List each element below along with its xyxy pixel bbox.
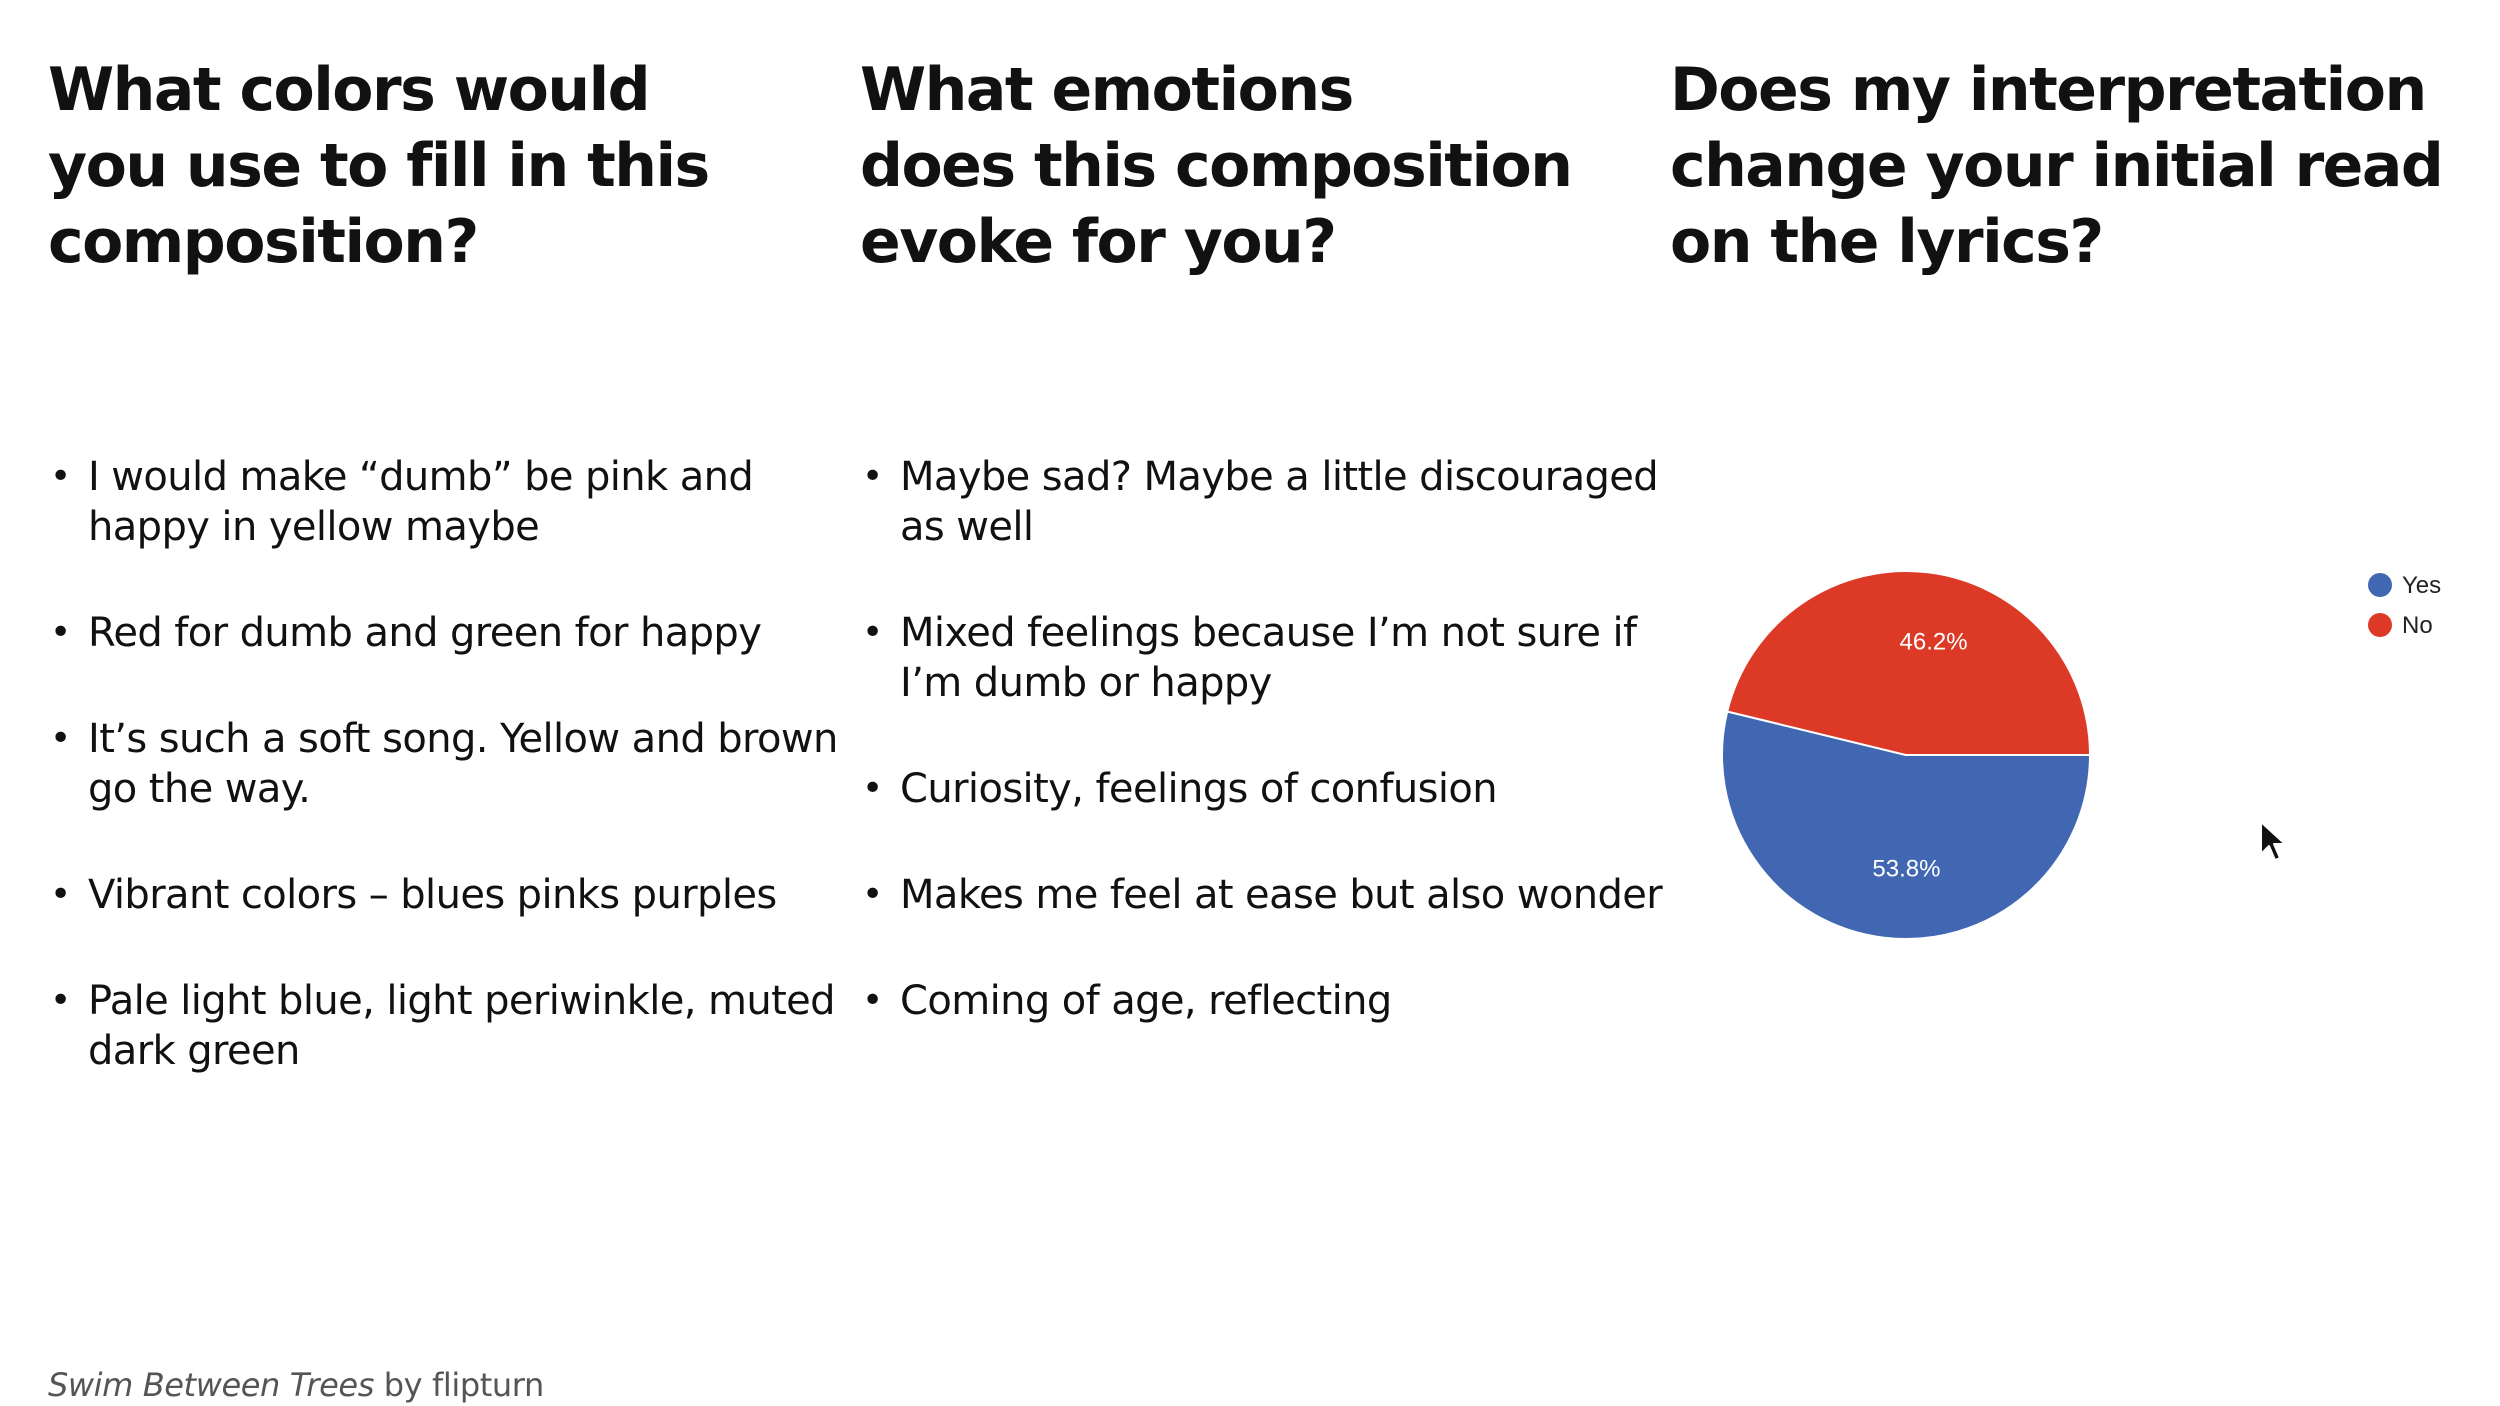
legend-swatch-yes[interactable] <box>2368 573 2392 597</box>
list-item-text: Maybe sad? Maybe a little discouraged as… <box>900 454 1659 550</box>
list-item-text: Mixed feelings because I’m not sure if I… <box>900 610 1637 706</box>
heading-line: What colors would <box>48 55 651 125</box>
list-item: • Makes me feel at ease but also wonder <box>860 870 1700 920</box>
pie-slice-yes[interactable] <box>1721 710 2092 940</box>
list-item-text: It’s such a soft song. Yellow and brown … <box>88 716 838 812</box>
artist-credit: by flipturn <box>373 1366 544 1404</box>
bullet-icon: • <box>50 874 71 915</box>
heading-line: change your initial read <box>1670 131 2444 201</box>
bullet-icon: • <box>862 874 883 915</box>
list-item-text: Red for dumb and green for happy <box>88 610 762 656</box>
bullet-icon: • <box>862 612 883 653</box>
interpretation-question-heading: Does my interpretation change your initi… <box>1670 52 2444 280</box>
legend-label-no[interactable]: No <box>2402 612 2433 639</box>
song-credit: Swim Between Trees by flipturn <box>48 1365 544 1405</box>
heading-line: you use to fill in this <box>48 131 710 201</box>
list-item: • I would make “dumb” be pink and happy i… <box>48 452 868 552</box>
list-item: • Red for dumb and green for happy <box>48 608 868 658</box>
heading-line: does this composition <box>860 131 1573 201</box>
bullet-icon: • <box>862 980 883 1021</box>
colors-answer-list: • I would make “dumb” be pink and happy i… <box>48 452 868 1132</box>
pie-chart[interactable]: 53.8% 46.2% Yes No <box>1670 420 2490 980</box>
bullet-icon: • <box>862 456 883 497</box>
heading-line: on the lyrics? <box>1670 207 2104 277</box>
emotions-question-heading: What emotions does this composition evok… <box>860 52 1573 280</box>
legend-label-yes[interactable]: Yes <box>2402 572 2441 599</box>
list-item: • Coming of age, reflecting <box>860 976 1700 1026</box>
bullet-icon: • <box>50 612 71 653</box>
bullet-icon: • <box>50 718 71 759</box>
legend-swatch-no[interactable] <box>2368 613 2392 637</box>
list-item: • Pale light blue, light periwinkle, mute… <box>48 976 868 1076</box>
song-title: Swim Between Trees <box>48 1366 374 1404</box>
emotions-answer-list: • Maybe sad? Maybe a little discouraged a… <box>860 452 1700 1082</box>
list-item-text: Coming of age, reflecting <box>900 978 1392 1024</box>
list-item: • Mixed feelings because I’m not sure if … <box>860 608 1700 708</box>
list-item-text: I would make “dumb” be pink and happy in… <box>88 454 754 550</box>
pie-slice-label-yes: 53.8% <box>1872 855 1940 882</box>
list-item-text: Makes me feel at ease but also wonder <box>900 872 1663 918</box>
pie-slice-label-no: 46.2% <box>1900 629 1968 656</box>
mouse-pointer-icon <box>2260 821 2286 861</box>
list-item: • Curiosity, feelings of confusion <box>860 764 1700 814</box>
heading-line: composition? <box>48 207 479 277</box>
list-item: • It’s such a soft song. Yellow and brown… <box>48 714 868 814</box>
heading-line: What emotions <box>860 55 1354 125</box>
bullet-icon: • <box>50 980 71 1021</box>
heading-line: Does my interpretation <box>1670 55 2427 125</box>
list-item-text: Curiosity, feelings of confusion <box>900 766 1498 812</box>
heading-line: evoke for you? <box>860 207 1337 277</box>
pie-slice-no[interactable] <box>1726 570 2092 756</box>
list-item-text: Pale light blue, light periwinkle, muted… <box>88 978 836 1074</box>
list-item-text: Vibrant colors – blues pinks purples <box>88 872 777 918</box>
colors-question-heading: What colors would you use to fill in thi… <box>48 52 710 280</box>
bullet-icon: • <box>862 768 883 809</box>
list-item: • Maybe sad? Maybe a little discouraged a… <box>860 452 1700 552</box>
pie-chart-svg[interactable]: 53.8% 46.2% Yes No <box>1670 420 2490 980</box>
list-item: • Vibrant colors – blues pinks purples <box>48 870 868 920</box>
bullet-icon: • <box>50 456 71 497</box>
